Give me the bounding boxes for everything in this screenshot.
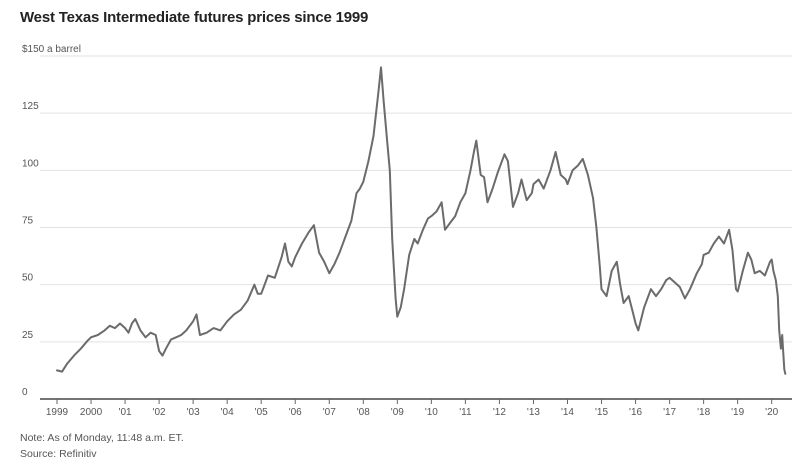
- y-tick-label: $150 a barrel: [22, 44, 81, 55]
- y-tick-label: 125: [22, 101, 39, 112]
- y-unit-label: a barrel: [44, 44, 81, 55]
- y-tick-label: 50: [22, 273, 34, 284]
- y-tick-label: 100: [22, 158, 39, 169]
- grid-layer: [40, 55, 792, 343]
- x-tick-label: '15: [595, 407, 608, 418]
- x-tick-label: '19: [731, 407, 744, 418]
- chart-note: Note: As of Monday, 11:48 a.m. ET.: [20, 432, 184, 444]
- y-axis-labels: $150 a barrel 125 100 75 50 25 0: [22, 44, 81, 398]
- x-tick-label: 1999: [46, 407, 69, 418]
- x-tick-label: '01: [119, 407, 132, 418]
- x-tick-label: '04: [221, 407, 234, 418]
- chart-title: West Texas Intermediate futures prices s…: [20, 9, 369, 26]
- x-tick-label: '07: [323, 407, 336, 418]
- x-tick-label: '18: [697, 407, 710, 418]
- y-tick-label: 25: [22, 330, 34, 341]
- x-tick-label: '06: [289, 407, 302, 418]
- chart-source: Source: Refinitiv: [20, 448, 97, 460]
- y-tick-label: 75: [22, 216, 34, 227]
- x-tick-label: '20: [765, 407, 778, 418]
- x-tick-label: '17: [663, 407, 676, 418]
- x-tick-label: 2000: [80, 407, 103, 418]
- x-tick-label: '14: [561, 407, 574, 418]
- x-tick-label: '09: [391, 407, 404, 418]
- x-tick-label: '13: [527, 407, 540, 418]
- series-layer: [56, 66, 787, 375]
- x-axis: 1999 2000 '01 '02 '03 '04 '05 '06 '07 '08 '09 '10 '1…: [40, 398, 792, 418]
- x-tick-label: '03: [187, 407, 200, 418]
- x-tick-label: '08: [357, 407, 370, 418]
- x-tick-label: '05: [255, 407, 268, 418]
- x-tick-label: '12: [493, 407, 506, 418]
- x-tick-label: '16: [629, 407, 642, 418]
- x-tick-label: '10: [425, 407, 438, 418]
- y-tick-label: 0: [22, 387, 28, 398]
- x-tick-label: '11: [459, 407, 472, 418]
- x-tick-label: '02: [153, 407, 166, 418]
- series-line-wti-price: [56, 66, 787, 375]
